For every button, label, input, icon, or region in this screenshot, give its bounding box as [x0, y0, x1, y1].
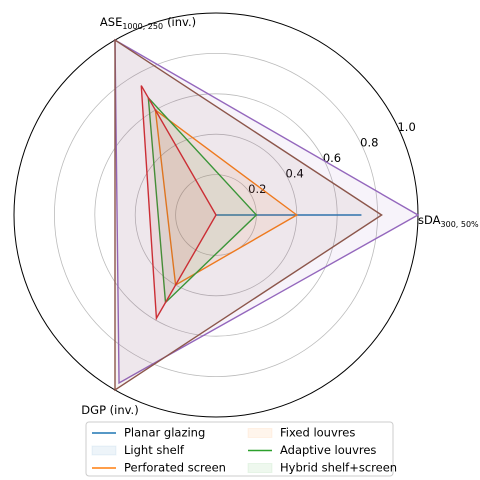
- axis-label-text: DGP (inv.): [81, 403, 138, 417]
- legend-patch: [247, 428, 273, 438]
- legend-box: [85, 421, 394, 477]
- series-fill: [115, 40, 418, 383]
- series-fill: [141, 85, 216, 319]
- legend-label: Planar glazing: [124, 426, 205, 440]
- legend-label: Hybrid shelf+screen: [280, 461, 397, 475]
- series-line: [114, 38, 420, 385]
- series-fill: [148, 97, 257, 303]
- r-tick-label: 0.4: [286, 167, 304, 181]
- axis-label: DGP (inv.): [81, 403, 138, 417]
- legend-label: Fixed louvres: [280, 426, 355, 440]
- axis-label: sDA300, 50%: [418, 213, 479, 229]
- series-fill: [115, 40, 382, 390]
- axis-label-sub: 1000, 250: [122, 22, 163, 31]
- r-tick-label: 1.0: [397, 120, 415, 134]
- axis-label-sub: 300, 50%: [441, 220, 480, 229]
- axis-label-suffix: (inv.): [167, 15, 196, 29]
- series-fill: [155, 110, 297, 285]
- axis-label-text: ASE: [100, 15, 122, 29]
- legend-label: Perforated screen: [124, 461, 226, 475]
- legend-patch: [91, 445, 117, 456]
- series-line: [147, 95, 258, 304]
- grid-circle: [53, 52, 379, 378]
- series-line: [114, 38, 383, 392]
- r-tick-label: 0.8: [360, 136, 378, 150]
- legend-label: Light shelf: [124, 443, 185, 457]
- r-tick-label: 0.6: [323, 151, 341, 165]
- legend-patch: [247, 463, 273, 473]
- axis-label: ASE1000, 250 (inv.): [100, 15, 196, 31]
- r-tick-label: 0.2: [248, 182, 266, 196]
- legend-label: Adaptive louvres: [280, 443, 376, 457]
- series-line: [140, 85, 217, 321]
- series-line: [154, 108, 299, 287]
- axis-label-text: sDA: [418, 213, 441, 227]
